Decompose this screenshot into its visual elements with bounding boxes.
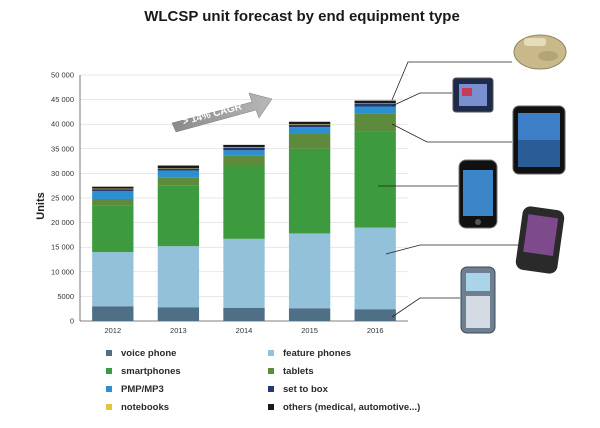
bar-others-medical-automotive-2012 [92, 186, 134, 189]
legend-label: voice phone [121, 348, 176, 359]
medical-implant-icon [513, 34, 567, 70]
bar-pmp-mp3-2015 [288, 127, 331, 134]
x-tick-label: 2014 [236, 326, 253, 335]
bar-smartphones-2012 [92, 205, 134, 253]
bar-pmp-mp3-2012 [92, 191, 134, 199]
bar-smartphones-2015 [288, 148, 331, 234]
bar-voice-phone-2016 [354, 309, 396, 321]
x-tick-label: 2013 [170, 326, 187, 335]
bar-stack-2016 [354, 100, 396, 321]
legend-swatch [106, 368, 112, 374]
y-tick-label: 50 000 [51, 71, 74, 80]
bar-set-to-box-2012 [92, 189, 134, 192]
leader-line-others [391, 61, 512, 101]
y-tick-label: 10 000 [51, 267, 74, 276]
bar-tablets-2012 [92, 198, 134, 206]
bar-tablets-2015 [288, 133, 331, 149]
legend-swatch [106, 386, 112, 392]
legend-label: PMP/MP3 [121, 384, 164, 395]
legend-swatch [106, 404, 112, 410]
y-tick-label: 0 [70, 317, 74, 326]
bar-tablets-2016 [354, 113, 396, 132]
legend-swatch [268, 350, 274, 356]
bar-stack-2014 [223, 144, 265, 321]
bar-smartphones-2013 [157, 185, 200, 247]
bar-stack-2015 [288, 121, 331, 321]
y-tick-label: 25 000 [51, 194, 74, 203]
legend-swatch [268, 368, 274, 374]
bar-smartphones-2016 [354, 131, 396, 228]
legend-label: notebooks [121, 402, 169, 413]
bar-feature-phones-2013 [157, 246, 200, 308]
cagr-arrow [171, 92, 273, 133]
bar-tablets-2014 [223, 155, 265, 167]
bar-others-medical-automotive-2013 [157, 165, 200, 168]
bar-others-medical-automotive-2014 [223, 144, 265, 148]
bar-feature-phones-2016 [354, 227, 396, 310]
feature-phone-icon [515, 206, 565, 274]
leader-line-set-to-box [391, 92, 452, 107]
cagr-annotation: > 14% CAGR [171, 92, 273, 133]
y-axis-ticks: 0 5000 10 000 15 000 20 000 25 000 30 000 35 00… [51, 71, 74, 326]
bar-stack-2012 [92, 186, 134, 321]
y-tick-label: 45 000 [51, 95, 74, 104]
legend-label: set to box [283, 384, 329, 395]
y-tick-label: 5000 [57, 292, 74, 301]
bar-voice-phone-2013 [157, 307, 200, 321]
smartphone-icon [458, 159, 498, 229]
bar-smartphones-2014 [223, 166, 265, 239]
bar-voice-phone-2012 [92, 306, 134, 321]
bar-pmp-mp3-2013 [157, 170, 200, 178]
legend-label: others (medical, automotive...) [283, 402, 420, 413]
tablet-icon [512, 105, 566, 175]
bar-feature-phones-2014 [223, 238, 265, 308]
bar-set-to-box-2016 [354, 103, 396, 107]
bar-set-to-box-2014 [223, 147, 265, 151]
x-tick-label: 2012 [104, 326, 121, 335]
bar-feature-phones-2015 [288, 233, 331, 309]
y-tick-label: 15 000 [51, 243, 74, 252]
set-top-box-icon [452, 77, 494, 113]
legend-label: tablets [283, 366, 314, 377]
legend: voice phone smartphones PMP/MP3 notebooks fe… [106, 348, 420, 413]
bar-feature-phones-2012 [92, 252, 134, 307]
y-tick-label: 35 000 [51, 144, 74, 153]
x-tick-label: 2016 [367, 326, 384, 335]
bar-stack-2013 [157, 165, 200, 321]
y-tick-label: 40 000 [51, 120, 74, 129]
legend-swatch [106, 350, 112, 356]
leader-lines [378, 61, 518, 318]
bar-pmp-mp3-2014 [223, 150, 265, 156]
y-tick-label: 20 000 [51, 218, 74, 227]
leader-line-feature-phones [385, 244, 518, 255]
legend-label: smartphones [121, 366, 181, 377]
legend-label: feature phones [283, 348, 351, 359]
voice-phone-icon [460, 266, 496, 334]
x-tick-label: 2015 [301, 326, 318, 335]
bar-set-to-box-2015 [288, 124, 331, 128]
y-tick-label: 30 000 [51, 169, 74, 178]
leader-line-tablets [391, 123, 512, 143]
chart-title: WLCSP unit forecast by end equipment typ… [144, 8, 460, 25]
bar-voice-phone-2014 [223, 307, 265, 321]
bar-set-to-box-2013 [157, 168, 200, 171]
y-axis-label: Units [35, 192, 47, 220]
leader-line-voice-phone [391, 297, 460, 318]
legend-swatch [268, 404, 274, 410]
bar-voice-phone-2015 [288, 308, 331, 321]
bar-others-medical-automotive-2015 [288, 121, 331, 125]
bar-others-medical-automotive-2016 [354, 100, 396, 104]
bar-pmp-mp3-2016 [354, 106, 396, 114]
legend-swatch [268, 386, 274, 392]
x-axis-ticks: 2012 2013 2014 2015 2016 [104, 326, 383, 335]
bars [92, 100, 396, 321]
bar-tablets-2013 [157, 177, 200, 186]
